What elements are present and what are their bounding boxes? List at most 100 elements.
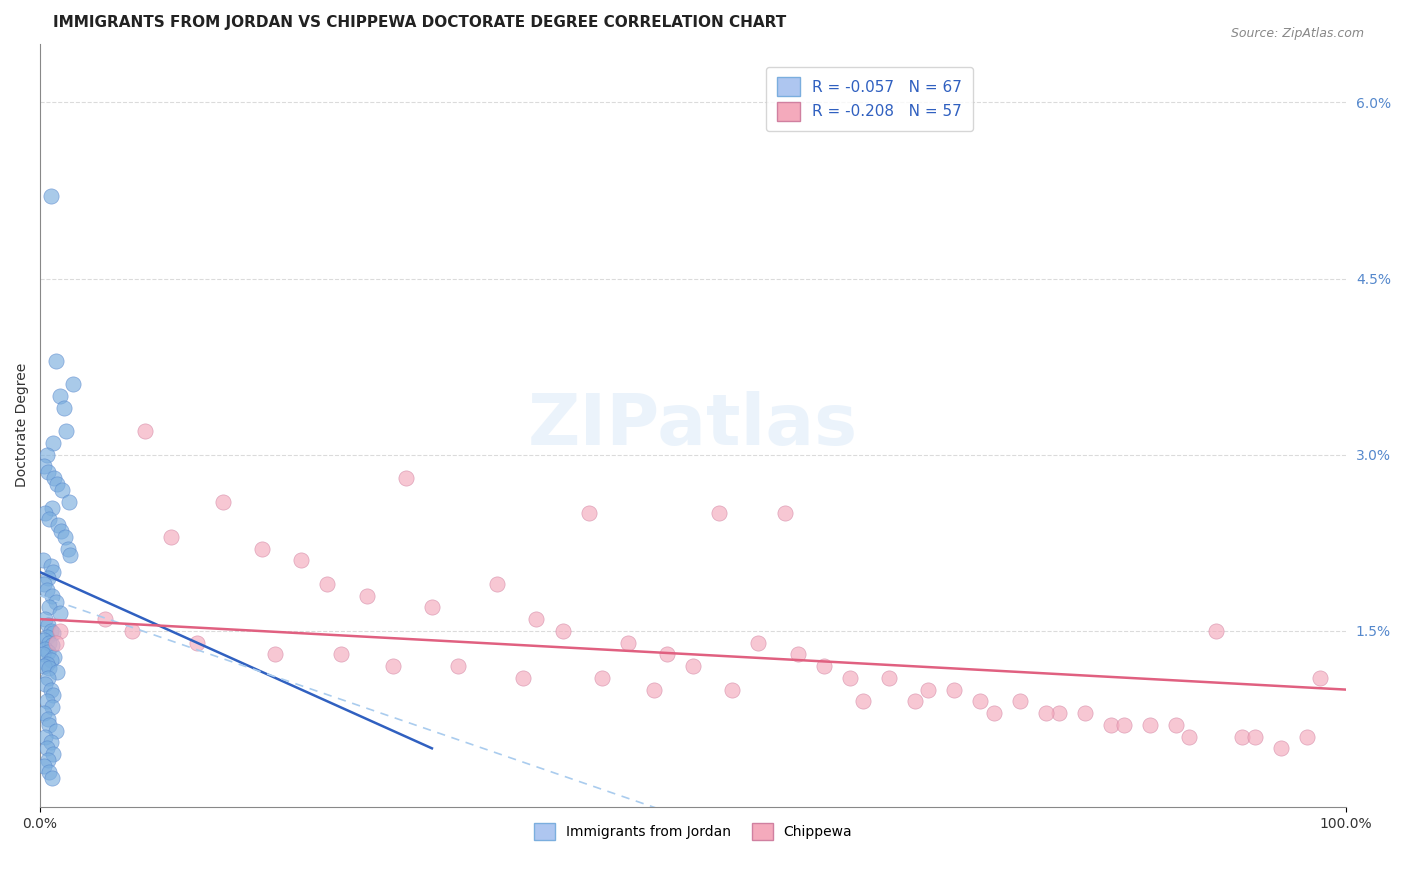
Point — [34, 507, 56, 521]
Point — [45, 594, 67, 608]
Point — [813, 659, 835, 673]
Y-axis label: Doctorate Degree: Doctorate Degree — [15, 363, 30, 488]
Point — [45, 353, 67, 368]
Point — [290, 553, 312, 567]
Point — [41, 638, 63, 652]
Point — [38, 718, 60, 732]
Point — [943, 682, 966, 697]
Point — [38, 661, 60, 675]
Point — [447, 659, 470, 673]
Point — [37, 645, 59, 659]
Point — [32, 633, 55, 648]
Point — [34, 641, 56, 656]
Point — [904, 694, 927, 708]
Point — [37, 571, 59, 585]
Point — [52, 401, 75, 415]
Point — [1114, 718, 1136, 732]
Point — [264, 648, 287, 662]
Point — [39, 653, 62, 667]
Point — [617, 635, 640, 649]
Point — [186, 635, 208, 649]
Point — [1205, 624, 1227, 638]
Point — [62, 377, 84, 392]
Point — [329, 648, 352, 662]
Point — [486, 577, 509, 591]
Point — [38, 600, 60, 615]
Point — [42, 626, 65, 640]
Text: Source: ZipAtlas.com: Source: ZipAtlas.com — [1230, 27, 1364, 40]
Point — [250, 541, 273, 556]
Point — [578, 507, 600, 521]
Point — [55, 424, 77, 438]
Point — [42, 747, 65, 762]
Point — [44, 649, 66, 664]
Point — [39, 735, 62, 749]
Point — [655, 648, 678, 662]
Point — [38, 764, 60, 779]
Point — [356, 589, 378, 603]
Point — [838, 671, 860, 685]
Point — [39, 624, 62, 638]
Point — [45, 723, 67, 738]
Point — [35, 741, 58, 756]
Point — [41, 700, 63, 714]
Point — [591, 671, 613, 685]
Point — [51, 483, 73, 497]
Point — [1296, 730, 1319, 744]
Point — [1099, 718, 1122, 732]
Point — [1230, 730, 1253, 744]
Point — [49, 524, 72, 538]
Point — [46, 665, 69, 679]
Point — [32, 659, 55, 673]
Point — [1166, 718, 1188, 732]
Point — [48, 624, 70, 638]
Point — [134, 424, 156, 438]
Point — [917, 682, 939, 697]
Point — [34, 612, 56, 626]
Point — [643, 682, 665, 697]
Point — [48, 607, 70, 621]
Point — [526, 612, 548, 626]
Text: ZIPatlas: ZIPatlas — [529, 391, 858, 460]
Point — [1178, 730, 1201, 744]
Point — [41, 500, 63, 515]
Point — [35, 694, 58, 708]
Point — [852, 694, 875, 708]
Point — [31, 553, 53, 567]
Point — [39, 559, 62, 574]
Point — [1047, 706, 1070, 720]
Point — [31, 648, 53, 662]
Point — [1309, 671, 1331, 685]
Point — [1074, 706, 1097, 720]
Point — [32, 759, 55, 773]
Point — [46, 477, 69, 491]
Point — [37, 753, 59, 767]
Point — [42, 436, 65, 450]
Point — [34, 730, 56, 744]
Point — [94, 612, 117, 626]
Point — [56, 541, 79, 556]
Point — [159, 530, 181, 544]
Point — [1008, 694, 1031, 708]
Point — [35, 630, 58, 644]
Point — [42, 689, 65, 703]
Point — [37, 712, 59, 726]
Point — [395, 471, 418, 485]
Point — [59, 548, 82, 562]
Point — [58, 494, 80, 508]
Point — [35, 657, 58, 671]
Point — [381, 659, 404, 673]
Point — [45, 635, 67, 649]
Point — [773, 507, 796, 521]
Point — [35, 448, 58, 462]
Point — [38, 512, 60, 526]
Point — [420, 600, 443, 615]
Point — [39, 189, 62, 203]
Point — [37, 671, 59, 685]
Point — [709, 507, 731, 521]
Point — [121, 624, 143, 638]
Point — [39, 682, 62, 697]
Point — [48, 389, 70, 403]
Point — [32, 459, 55, 474]
Legend: Immigrants from Jordan, Chippewa: Immigrants from Jordan, Chippewa — [529, 818, 858, 846]
